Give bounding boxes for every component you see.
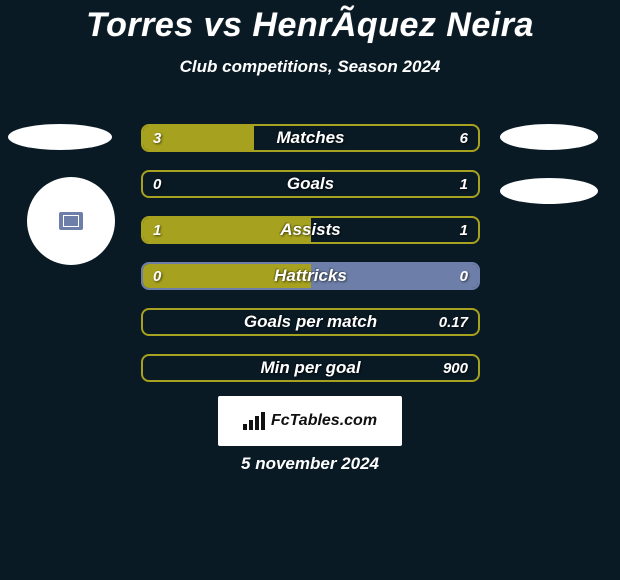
- bar-right-fill: [143, 172, 478, 196]
- bar-row-goals: 0 Goals 1: [141, 170, 480, 198]
- bar-right-fill: [311, 264, 479, 288]
- avatar-placeholder-icon: [59, 212, 83, 230]
- footer-date: 5 november 2024: [0, 454, 620, 474]
- bar-row-gpm: Goals per match 0.17: [141, 308, 480, 336]
- brand-logo-icon: [243, 412, 265, 430]
- avatar-left-shadow: [8, 124, 112, 150]
- avatar-left: [27, 177, 115, 265]
- bar-row-matches: 3 Matches 6: [141, 124, 480, 152]
- avatar-right-shadow-2: [500, 178, 598, 204]
- bar-right-fill: [143, 310, 478, 334]
- bar-right-value: 1: [460, 218, 468, 242]
- bar-right-fill: [254, 126, 478, 150]
- page-subtitle: Club competitions, Season 2024: [0, 57, 620, 77]
- bar-row-mpg: Min per goal 900: [141, 354, 480, 382]
- bar-left-value: 0: [153, 264, 161, 288]
- page-title: Torres vs HenrÃ­quez Neira: [0, 6, 620, 45]
- comparison-chart: 3 Matches 6 0 Goals 1 1 Assists 1 0 Hatt…: [141, 124, 480, 400]
- brand-text: FcTables.com: [271, 412, 377, 430]
- bar-left-fill: [143, 218, 311, 242]
- bar-right-fill: [311, 218, 479, 242]
- bar-right-value: 0: [460, 264, 468, 288]
- bar-left-value: 3: [153, 126, 161, 150]
- bar-right-fill: [143, 356, 478, 380]
- comparison-card: Torres vs HenrÃ­quez Neira Club competit…: [0, 0, 620, 580]
- bar-right-value: 6: [460, 126, 468, 150]
- bar-right-value: 0.17: [439, 310, 468, 334]
- brand-badge: FcTables.com: [218, 396, 402, 446]
- bar-row-assists: 1 Assists 1: [141, 216, 480, 244]
- bar-left-fill: [143, 264, 311, 288]
- bar-right-value: 1: [460, 172, 468, 196]
- bar-left-value: 1: [153, 218, 161, 242]
- bar-left-value: 0: [153, 172, 161, 196]
- avatar-right-shadow-1: [500, 124, 598, 150]
- bar-right-value: 900: [443, 356, 468, 380]
- bar-row-hattricks: 0 Hattricks 0: [141, 262, 480, 290]
